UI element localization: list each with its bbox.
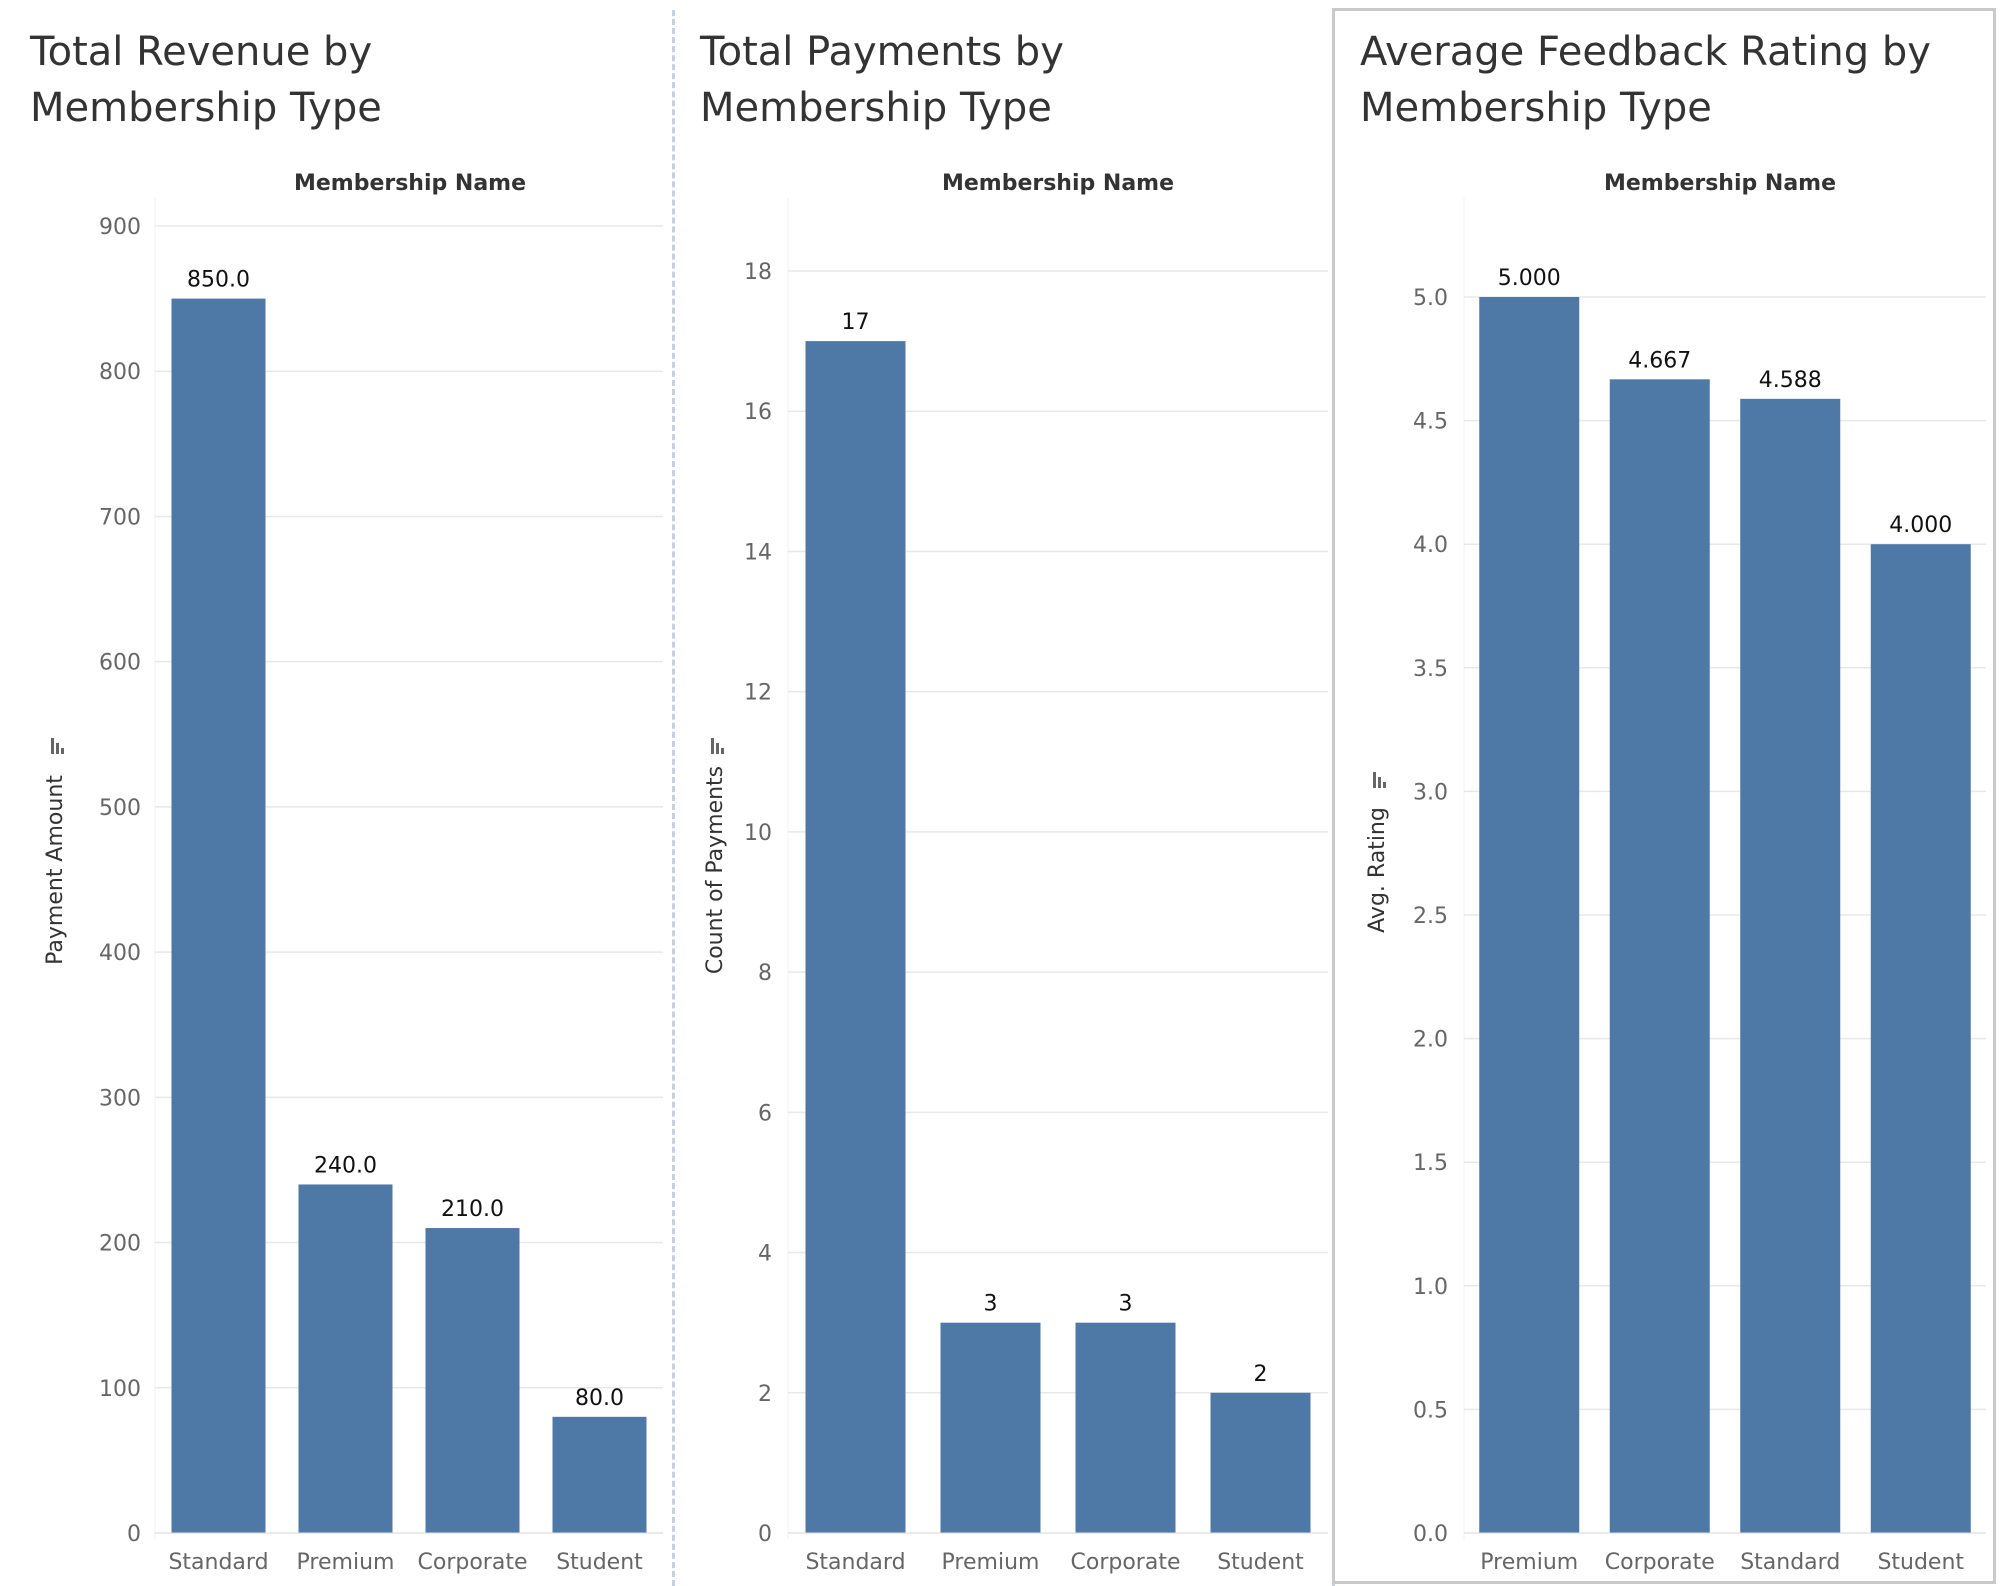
y-tick-label: 5.0 bbox=[1413, 286, 1448, 311]
y-tick-label: 4.5 bbox=[1413, 410, 1448, 435]
y-tick-label: 0.0 bbox=[1413, 1522, 1448, 1547]
bar bbox=[1075, 1322, 1176, 1533]
bar bbox=[1609, 379, 1710, 1533]
y-tick-label: 2.5 bbox=[1413, 904, 1448, 929]
x-category-label: Student bbox=[1217, 1550, 1304, 1575]
sort-icon-bar bbox=[61, 748, 64, 754]
chart-title: Total Revenue by Membership Type bbox=[30, 29, 382, 131]
x-category-label: Standard bbox=[1740, 1550, 1840, 1575]
chart-title: Average Feedback Rating by Membership Ty… bbox=[1360, 29, 1931, 131]
y-axis-label: Avg. Rating bbox=[1365, 807, 1390, 933]
bar bbox=[940, 1322, 1041, 1533]
sort-icon-bar bbox=[1373, 772, 1376, 788]
y-tick-label: 500 bbox=[99, 796, 141, 821]
bar bbox=[805, 341, 906, 1534]
y-tick-label: 14 bbox=[744, 540, 772, 565]
bar bbox=[425, 1228, 520, 1533]
y-tick-label: 200 bbox=[99, 1232, 141, 1257]
y-tick-label: 18 bbox=[744, 260, 772, 285]
payments-bar-chart: Membership Name 0 2 4 6 8 10 12 14 16 18 Count of P… bbox=[703, 171, 1328, 1575]
y-tick-label: 3.0 bbox=[1413, 780, 1448, 805]
y-tick-label: 16 bbox=[744, 400, 772, 425]
bar bbox=[1210, 1392, 1311, 1533]
bar-value-label: 3 bbox=[1119, 1292, 1133, 1317]
sort-descending-icon bbox=[1373, 772, 1386, 788]
sort-descending-icon bbox=[51, 738, 64, 754]
bar-value-label: 4.667 bbox=[1628, 348, 1691, 373]
bar-value-label: 850.0 bbox=[187, 268, 250, 293]
x-category-label: Student bbox=[556, 1550, 643, 1575]
sort-icon-bar bbox=[56, 743, 59, 754]
y-tick-label: 2 bbox=[758, 1382, 772, 1407]
x-category-label: Corporate bbox=[1605, 1550, 1715, 1575]
bar bbox=[552, 1416, 647, 1533]
y-tick-label: 6 bbox=[758, 1101, 772, 1126]
rating-chart-panel[interactable]: Average Feedback Rating by Membership Ty… bbox=[1330, 0, 2000, 1586]
x-category-label: Premium bbox=[942, 1550, 1040, 1575]
x-category-label: Corporate bbox=[1071, 1550, 1181, 1575]
y-tick-label: 900 bbox=[99, 215, 141, 240]
y-tick-label: 600 bbox=[99, 651, 141, 676]
y-tick-label: 0 bbox=[127, 1522, 141, 1547]
payments-chart-panel: Total Payments by Membership Type Member… bbox=[670, 0, 1330, 1586]
bar bbox=[1870, 544, 1971, 1533]
x-category-label: Standard bbox=[168, 1550, 268, 1575]
y-tick-label: 3.5 bbox=[1413, 657, 1448, 682]
y-tick-label: 100 bbox=[99, 1377, 141, 1402]
y-tick-label: 0 bbox=[758, 1522, 772, 1547]
x-category-label: Standard bbox=[805, 1550, 905, 1575]
sort-icon-bar bbox=[1383, 782, 1386, 788]
y-tick-label: 700 bbox=[99, 505, 141, 530]
x-category-label: Student bbox=[1877, 1550, 1964, 1575]
bar-value-label: 80.0 bbox=[575, 1386, 624, 1411]
bar-value-label: 4.000 bbox=[1889, 513, 1952, 538]
sort-icon-bar bbox=[716, 743, 719, 754]
y-tick-label: 800 bbox=[99, 360, 141, 385]
y-tick-label: 8 bbox=[758, 961, 772, 986]
axis-header: Membership Name bbox=[1604, 171, 1836, 196]
y-tick-label: 4 bbox=[758, 1242, 772, 1267]
sort-icon-bar bbox=[51, 738, 54, 754]
revenue-chart-panel: Total Revenue by Membership Type Members… bbox=[0, 0, 670, 1586]
rating-bar-chart: Membership Name 0.0 0.5 1.0 1.5 2.0 2.5 3.0 3.5 4… bbox=[1365, 171, 1986, 1575]
chart-title: Total Payments by Membership Type bbox=[700, 29, 1064, 131]
y-tick-label: 400 bbox=[99, 941, 141, 966]
bar-value-label: 210.0 bbox=[441, 1197, 504, 1222]
bar bbox=[1740, 398, 1841, 1533]
x-category-label: Corporate bbox=[418, 1550, 528, 1575]
bar-value-label: 17 bbox=[842, 310, 870, 335]
sort-icon-bar bbox=[711, 738, 714, 754]
sort-icon-bar bbox=[1378, 777, 1381, 788]
y-tick-label: 12 bbox=[744, 681, 772, 706]
bar bbox=[171, 298, 266, 1534]
bar-value-label: 3 bbox=[984, 1292, 998, 1317]
y-tick-label: 1.0 bbox=[1413, 1275, 1448, 1300]
axis-header: Membership Name bbox=[294, 171, 526, 196]
bar-value-label: 5.000 bbox=[1498, 266, 1561, 291]
y-tick-label: 2.0 bbox=[1413, 1028, 1448, 1053]
x-category-label: Premium bbox=[1480, 1550, 1578, 1575]
y-tick-label: 0.5 bbox=[1413, 1398, 1448, 1423]
bar-value-label: 4.588 bbox=[1759, 368, 1822, 393]
y-tick-label: 300 bbox=[99, 1086, 141, 1111]
revenue-bar-chart: Membership Name 0 100 200 300 400 500 600 700 800… bbox=[43, 171, 663, 1575]
y-tick-label: 1.5 bbox=[1413, 1151, 1448, 1176]
bar bbox=[1479, 297, 1580, 1533]
x-category-label: Premium bbox=[297, 1550, 395, 1575]
bar-value-label: 2 bbox=[1254, 1362, 1268, 1387]
y-tick-label: 4.0 bbox=[1413, 533, 1448, 558]
bar bbox=[298, 1184, 393, 1533]
selected-sheet-frame bbox=[1332, 8, 1996, 1584]
bar-value-label: 240.0 bbox=[314, 1153, 377, 1178]
sort-icon-bar bbox=[721, 748, 724, 754]
y-axis-label: Payment Amount bbox=[43, 775, 68, 965]
panel-divider bbox=[672, 10, 675, 1586]
y-axis-label: Count of Payments bbox=[703, 766, 728, 974]
y-tick-label: 10 bbox=[744, 821, 772, 846]
axis-header: Membership Name bbox=[942, 171, 1174, 196]
sort-descending-icon bbox=[711, 738, 724, 754]
